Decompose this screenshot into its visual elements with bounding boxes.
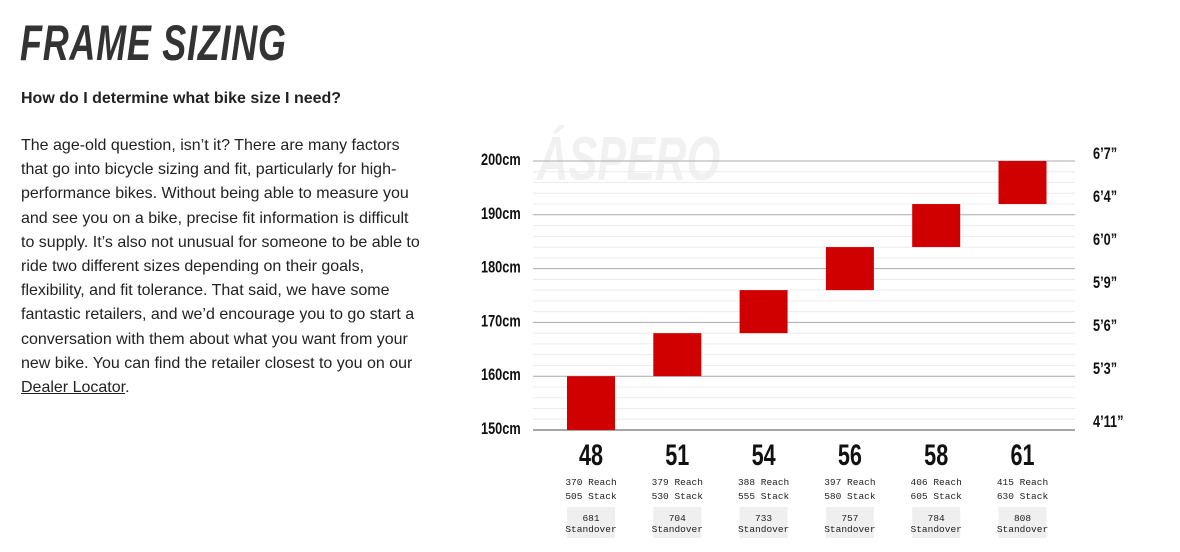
y-tick-label: 160cm — [481, 365, 521, 384]
y-tick-label: 190cm — [481, 204, 521, 223]
reach-label: 379 Reach — [652, 477, 703, 488]
standover-box — [567, 507, 615, 538]
stack-label: 530 Stack — [652, 491, 704, 502]
size-bar-54 — [739, 290, 788, 334]
stack-label: 630 Stack — [997, 491, 1049, 502]
body-text: The age-old question, isn’t it? There ar… — [21, 134, 421, 400]
y-right-tick-label: 5’9” — [1093, 273, 1117, 292]
standover-label: Standover — [652, 524, 703, 535]
stack-label: 505 Stack — [565, 491, 617, 502]
size-label: 56 — [838, 437, 862, 471]
standover-box — [912, 507, 961, 538]
y-right-tick-label: 6’4” — [1093, 187, 1117, 206]
reach-label: 406 Reach — [911, 477, 962, 488]
standover-box — [825, 507, 874, 538]
page-title: FRAME SIZING — [20, 15, 287, 71]
size-label: 58 — [924, 437, 948, 471]
y-right-tick-label: 6’7” — [1093, 144, 1117, 163]
standover-box — [653, 507, 702, 538]
y-right-tick-label: 5’6” — [1093, 316, 1117, 335]
size-bar-56 — [825, 247, 874, 291]
reach-label: 370 Reach — [565, 477, 616, 488]
standover-value: 681 — [582, 513, 599, 524]
size-bar-48 — [567, 376, 615, 430]
standover-label: Standover — [911, 524, 962, 535]
y-right-tick-label: 4’11” — [1093, 412, 1123, 431]
y-right-tick-label: 5’3” — [1093, 359, 1117, 378]
size-label: 51 — [665, 437, 689, 471]
standover-label: Standover — [738, 524, 789, 535]
y-right-tick-label: 6’0” — [1093, 230, 1117, 249]
size-label: 48 — [579, 437, 603, 471]
standover-box — [739, 507, 788, 538]
standover-label: Standover — [824, 524, 875, 535]
stack-label: 580 Stack — [824, 491, 876, 502]
reach-label: 397 Reach — [824, 477, 875, 488]
body-end: . — [125, 379, 130, 397]
stack-label: 555 Stack — [738, 491, 790, 502]
standover-label: Standover — [565, 524, 616, 535]
y-tick-label: 170cm — [481, 312, 521, 331]
standover-value: 784 — [928, 513, 945, 524]
body-paragraph: The age-old question, isn’t it? There ar… — [21, 137, 420, 372]
watermark: ÁSPERO — [535, 124, 720, 194]
standover-label: Standover — [997, 524, 1048, 535]
standover-value: 808 — [1014, 513, 1031, 524]
y-tick-label: 200cm — [481, 150, 521, 169]
y-tick-label: 180cm — [481, 258, 521, 277]
y-tick-label: 150cm — [481, 419, 521, 438]
standover-value: 757 — [841, 513, 858, 524]
dealer-locator-link[interactable]: Dealer Locator — [21, 379, 126, 397]
faq-question: How do I determine what bike size I need… — [21, 90, 342, 107]
size-bar-61 — [998, 161, 1047, 205]
size-label: 61 — [1010, 437, 1034, 471]
reach-label: 415 Reach — [997, 477, 1048, 488]
reach-label: 388 Reach — [738, 477, 789, 488]
size-label: 54 — [752, 437, 776, 471]
standover-box — [998, 507, 1047, 538]
stack-label: 605 Stack — [911, 491, 963, 502]
standover-value: 704 — [669, 513, 686, 524]
size-bar-58 — [912, 204, 961, 248]
standover-value: 733 — [755, 513, 772, 524]
size-bar-51 — [653, 333, 702, 377]
